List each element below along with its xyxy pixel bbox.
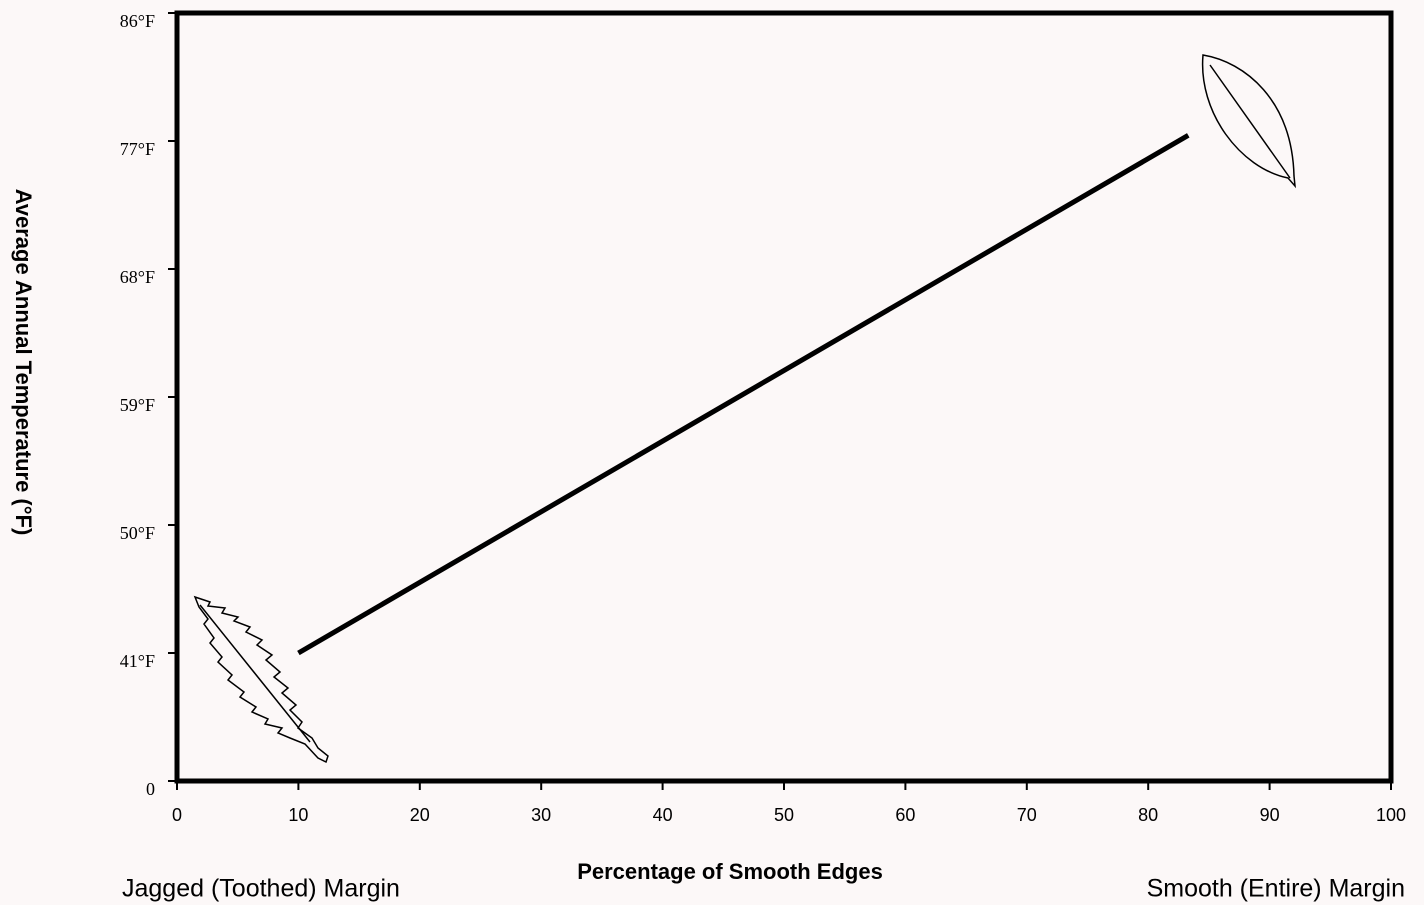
y-tick-label: 59°F <box>120 395 155 415</box>
x-tick-label: 30 <box>531 805 551 825</box>
y-tick-label: 86°F <box>120 11 155 31</box>
y-tick-label: 77°F <box>120 139 155 159</box>
x-tick-label: 40 <box>653 805 673 825</box>
x-tick-label: 10 <box>288 805 308 825</box>
chart: Percentage of Smooth Edges Average Annua… <box>0 0 1424 905</box>
annotation: Smooth (Entire) Margin <box>1147 875 1405 903</box>
y-tick-label: 68°F <box>120 267 155 287</box>
toothed-leaf <box>195 597 328 762</box>
data-line <box>298 135 1188 653</box>
y-tick-label: 50°F <box>120 523 155 543</box>
x-tick-label: 80 <box>1138 805 1158 825</box>
x-tick-label: 90 <box>1260 805 1280 825</box>
x-tick-label: 0 <box>172 805 182 825</box>
x-tick-label: 60 <box>895 805 915 825</box>
y-axis-label: Average Annual Temperature (°F) <box>11 189 36 536</box>
x-tick-label: 20 <box>410 805 430 825</box>
x-tick-label: 70 <box>1017 805 1037 825</box>
x-axis-label: Percentage of Smooth Edges <box>577 859 883 884</box>
x-tick-label: 50 <box>774 805 794 825</box>
plot-frame <box>177 13 1391 781</box>
y-tick-label: 41°F <box>120 651 155 671</box>
smooth-leaf <box>1203 55 1295 186</box>
x-tick-label: 100 <box>1376 805 1406 825</box>
annotation: Jagged (Toothed) Margin <box>122 875 400 903</box>
y-tick-label: 0 <box>146 779 155 799</box>
